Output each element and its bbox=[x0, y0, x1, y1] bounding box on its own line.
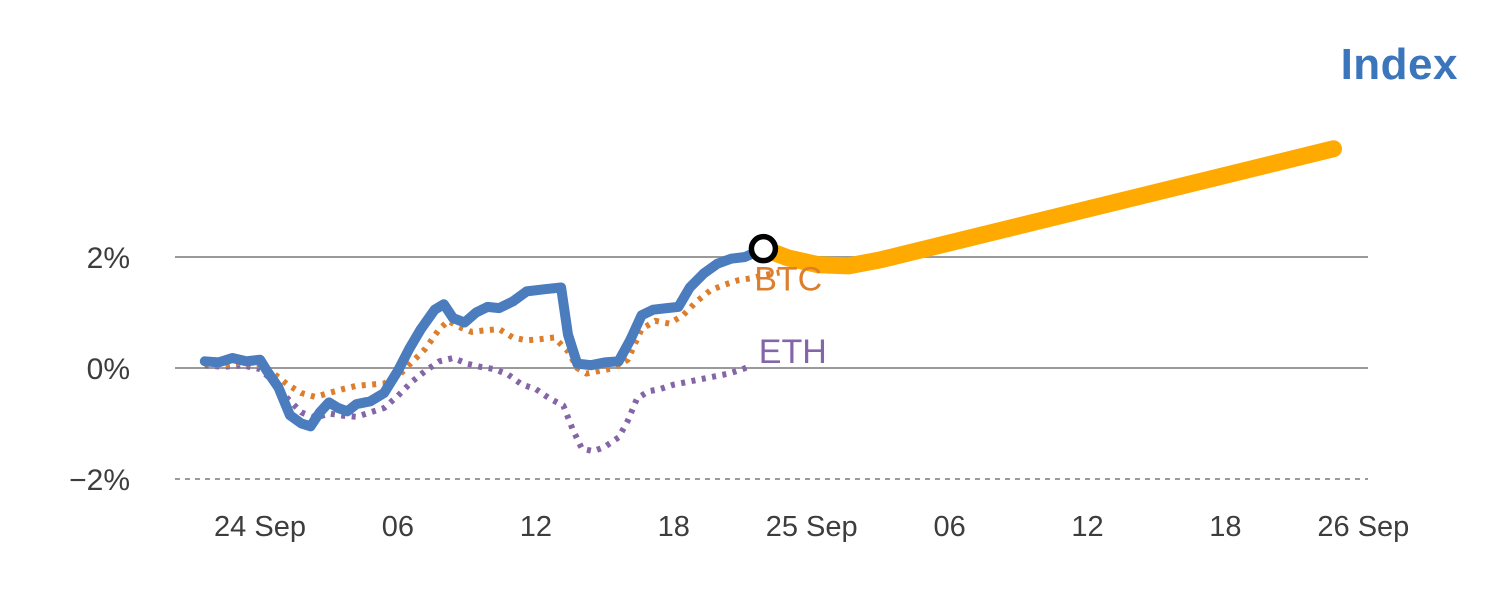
series-label-eth: ETH bbox=[759, 333, 827, 371]
x-tick-label: 25 Sep bbox=[766, 511, 858, 543]
y-tick-label: −2% bbox=[69, 464, 130, 497]
x-tick-label: 18 bbox=[658, 511, 690, 543]
x-tick-label: 18 bbox=[1209, 511, 1241, 543]
series-label-btc: BTC bbox=[754, 260, 822, 298]
y-tick-label: 2% bbox=[87, 242, 130, 275]
series-line-index bbox=[199, 243, 769, 432]
x-tick-label: 26 Sep bbox=[1317, 511, 1409, 543]
x-tick-label: 06 bbox=[382, 511, 414, 543]
chart-title: Index bbox=[1340, 40, 1458, 89]
current-point-marker bbox=[748, 233, 779, 264]
x-tick-label: 24 Sep bbox=[214, 511, 306, 543]
series-line-index-forecast bbox=[754, 140, 1342, 275]
y-tick-label: 0% bbox=[87, 353, 130, 386]
x-tick-label: 06 bbox=[933, 511, 965, 543]
x-tick-label: 12 bbox=[520, 511, 552, 543]
x-tick-label: 12 bbox=[1071, 511, 1103, 543]
